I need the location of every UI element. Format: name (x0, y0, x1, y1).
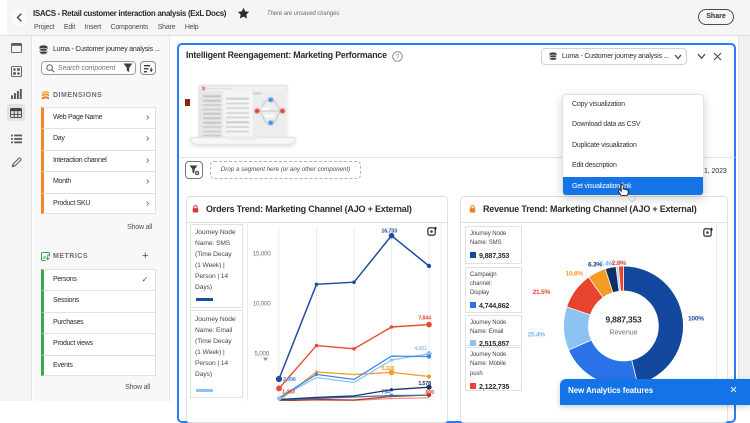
svg-text:754: 754 (381, 389, 391, 395)
svg-text:100%: 100% (688, 316, 704, 323)
svg-text:6.3%: 6.3% (588, 262, 602, 269)
svg-text:1.4%: 1.4% (600, 261, 614, 268)
svg-text:21.5%: 21.5% (533, 289, 551, 296)
svg-text:10.8%: 10.8% (566, 271, 584, 278)
svg-text:9,887,353: 9,887,353 (605, 315, 641, 325)
svg-text:7,844: 7,844 (418, 316, 432, 322)
svg-text:1,463: 1,463 (282, 389, 295, 395)
svg-text:25.4%: 25.4% (528, 332, 546, 339)
svg-text:16,733: 16,733 (381, 229, 397, 235)
svg-text:2.9%: 2.9% (612, 260, 626, 267)
svg-text:?: ? (396, 54, 400, 61)
svg-text:2,396: 2,396 (283, 377, 296, 383)
svg-text:800: 800 (425, 390, 434, 396)
svg-text:15,000: 15,000 (253, 251, 271, 258)
svg-text:1,578: 1,578 (418, 381, 431, 387)
svg-text:Revenue: Revenue (609, 330, 637, 337)
svg-text:4,921: 4,921 (414, 346, 427, 352)
svg-text:5,320: 5,320 (382, 366, 395, 372)
svg-text:10,000: 10,000 (253, 301, 271, 308)
svg-text:5,000: 5,000 (255, 350, 270, 357)
